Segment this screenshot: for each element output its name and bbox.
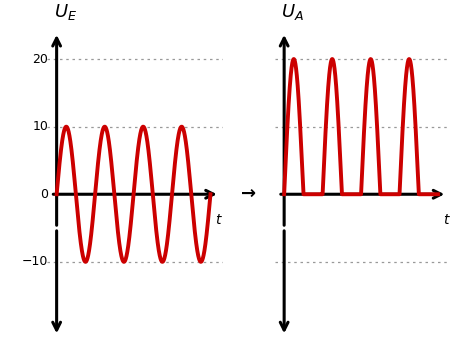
Text: t: t [443,213,448,227]
Text: 10: 10 [32,120,48,133]
Text: $U_E$: $U_E$ [54,2,77,22]
Text: −10: −10 [22,255,48,268]
Text: t: t [215,213,221,227]
Text: 0: 0 [40,188,48,201]
Text: 20: 20 [32,53,48,66]
Text: →: → [241,185,256,203]
Text: $U_A$: $U_A$ [281,2,304,22]
